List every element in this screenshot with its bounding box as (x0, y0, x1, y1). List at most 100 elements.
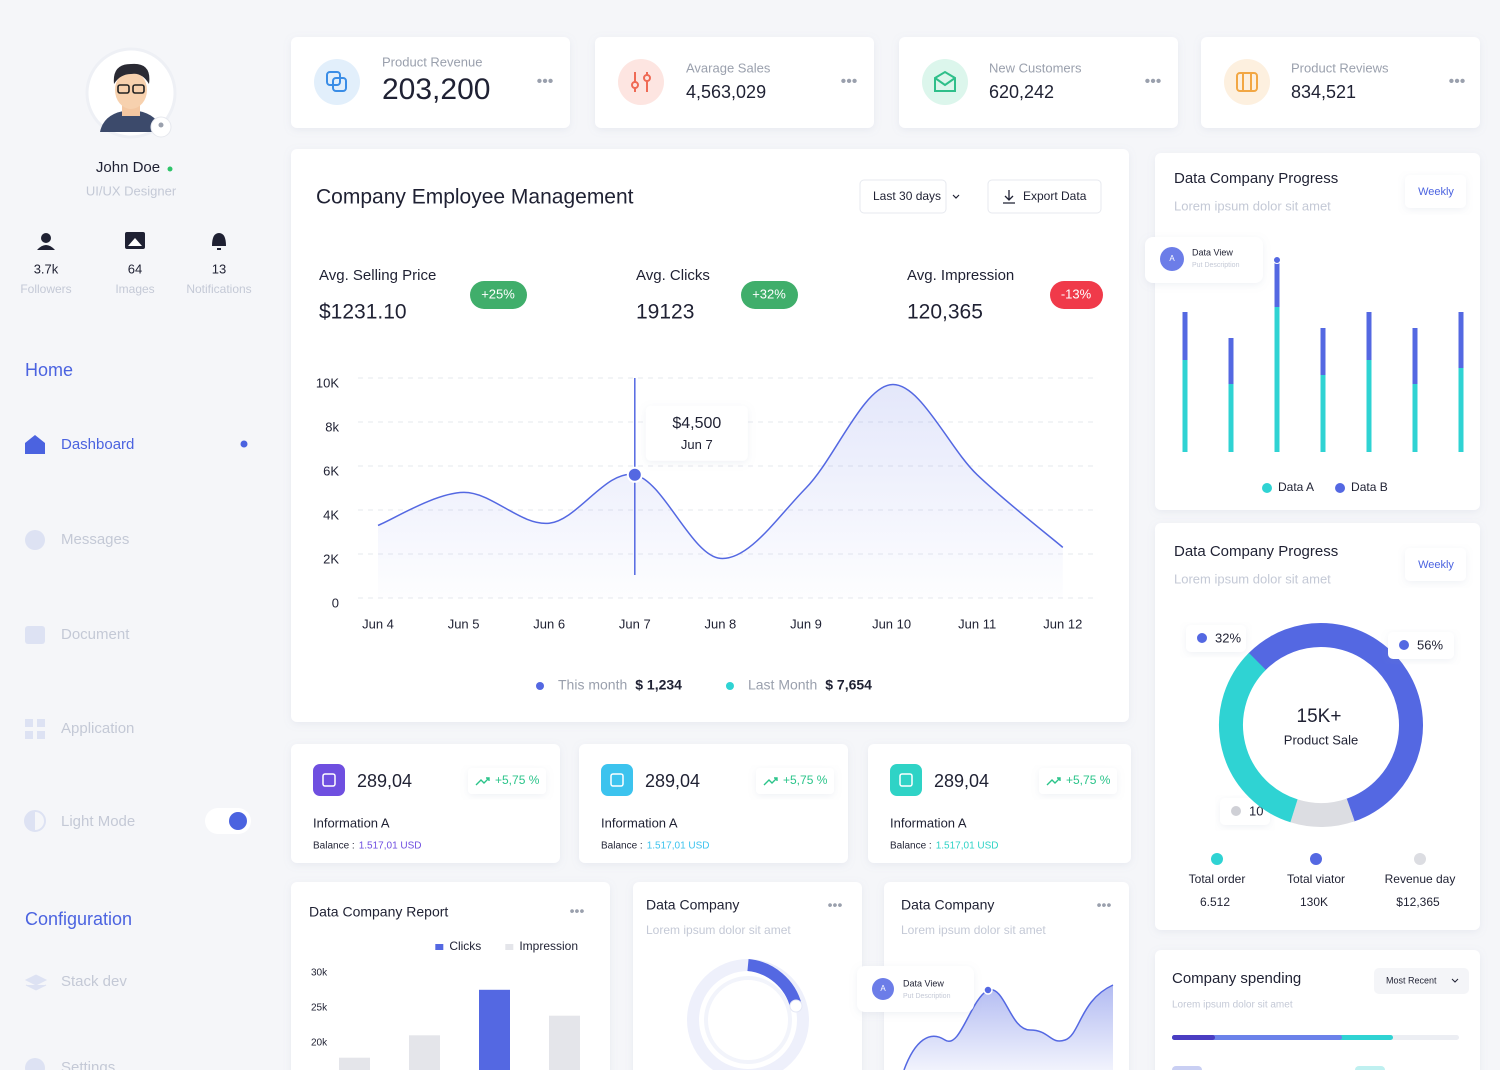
legend-dot (725, 682, 734, 690)
main-chart: 0 2K 4K 6K 8k 10K Jun 4 Jun 5 Jun 6 Jun 7 Jun 8 Jun… (316, 375, 1094, 693)
donut-center-label: Product Sale (1284, 732, 1358, 747)
bar (479, 989, 510, 1070)
tooltip-badge (872, 978, 894, 1000)
info-title: Information A (601, 815, 678, 830)
weekly-button[interactable] (1405, 175, 1466, 208)
menu[interactable]: ••• (1145, 73, 1162, 90)
bar-segment (1320, 375, 1326, 452)
followers-icon (41, 233, 51, 243)
legend-dot (536, 682, 544, 690)
stat-label: Followers (20, 282, 71, 296)
chevron (952, 194, 960, 199)
donut-label-dot (1197, 633, 1207, 643)
button-label: Weekly (1418, 559, 1454, 571)
nav-item[interactable]: Application (61, 720, 134, 737)
metric-label: Avg. Impression (907, 267, 1014, 284)
y-tick-label: 4K (323, 507, 339, 522)
export-button[interactable] (987, 179, 1102, 214)
stat-card (899, 37, 1178, 128)
card (884, 882, 1129, 1070)
nav-icon (25, 731, 33, 739)
balance-label: Balance : (313, 841, 355, 852)
change-pill (468, 768, 546, 794)
legend-label: Data B (1351, 480, 1388, 494)
stat-label: Product Reviews (1291, 60, 1389, 75)
change-pill (1039, 768, 1117, 794)
menu[interactable]: ••• (1449, 73, 1466, 90)
weekly-button[interactable] (1405, 548, 1466, 581)
donut-label-pill (1186, 625, 1246, 652)
button-label: Weekly (1418, 186, 1454, 198)
stat-icon (1236, 72, 1258, 92)
legend-amount: $ 7,654 (825, 677, 872, 693)
export-label: Export Data (1023, 189, 1087, 203)
change-label: +5,75 % (783, 773, 828, 787)
menu[interactable]: ••• (1097, 897, 1112, 913)
bar-segment (1412, 328, 1418, 384)
stat-value: 203,200 (382, 73, 490, 106)
menu[interactable]: ••• (828, 897, 843, 913)
menu[interactable]: ••• (570, 903, 585, 919)
nav-item[interactable]: Stack dev (61, 973, 127, 990)
filter-label: Last 30 days (873, 189, 941, 203)
profile-name: John Doe (96, 159, 160, 176)
y-tick-label: 30k (311, 968, 328, 979)
y-tick-label: 2K (323, 551, 339, 566)
avatar-hair (113, 63, 150, 84)
nav-item[interactable]: Settings (61, 1059, 115, 1070)
notifications-icon (212, 233, 226, 250)
nav-icon (25, 530, 45, 550)
tooltip (645, 405, 748, 461)
donut-label: 56% (1417, 637, 1443, 652)
balance-label: Balance : (601, 841, 643, 852)
nav-item[interactable]: Light Mode (61, 813, 135, 830)
x-tick-label: Jun 8 (704, 616, 736, 631)
nav-item[interactable]: Dashboard (61, 436, 134, 453)
filter-button[interactable] (1374, 968, 1469, 994)
info-icon-glyph (322, 773, 336, 787)
toggle-knob (229, 812, 247, 830)
menu[interactable]: ••• (841, 73, 858, 90)
bar-segment (1320, 328, 1326, 375)
nav-item[interactable]: Messages (61, 531, 129, 548)
y-tick-label: 10K (316, 375, 339, 390)
bar (549, 1015, 580, 1070)
bar-segment (1458, 312, 1464, 368)
nav-icon (37, 731, 45, 739)
stat-value: $12,365 (1396, 895, 1440, 909)
change-label: +25% (481, 286, 515, 301)
info-title: Information A (890, 815, 967, 830)
profile-role: UI/UX Designer (86, 183, 177, 198)
spending-card: Company spending Lorem ipsum dolor sit a… (1155, 950, 1480, 1070)
info-icon (890, 764, 922, 796)
menu[interactable]: ••• (537, 73, 554, 90)
x-tick-label: Jun 6 (533, 616, 565, 631)
stat-icon (314, 59, 360, 105)
x-tick-label: Jun 5 (448, 616, 480, 631)
bar-segment (1228, 338, 1234, 384)
images-icon (128, 238, 142, 246)
balance-value: 1.517,01 USD (359, 841, 422, 852)
change-pill (1050, 281, 1103, 309)
card-title: Data Company (901, 897, 994, 913)
avatar-glasses (117, 84, 130, 94)
donut-segment (1290, 798, 1355, 827)
mini-area (904, 985, 1113, 1070)
stat-label: Images (115, 282, 154, 296)
donut-label-dot (1231, 806, 1241, 816)
avatar-body (100, 110, 162, 132)
metric-label: Avg. Clicks (636, 267, 710, 284)
filter-button[interactable] (859, 179, 947, 214)
ring (704, 976, 792, 1064)
change-label: -13% (1061, 286, 1092, 301)
info-icon-glyph (610, 773, 624, 787)
card-subtitle: Lorem ipsum dolor sit amet (901, 923, 1046, 937)
info-title: Information A (313, 815, 390, 830)
nav-item[interactable]: Document (61, 626, 130, 643)
bar (409, 1035, 440, 1070)
stat-label: Notifications (186, 282, 251, 296)
card-title: Data Company Progress (1174, 543, 1338, 560)
legend-chip (1172, 1066, 1202, 1070)
bar-segment (1366, 312, 1372, 360)
